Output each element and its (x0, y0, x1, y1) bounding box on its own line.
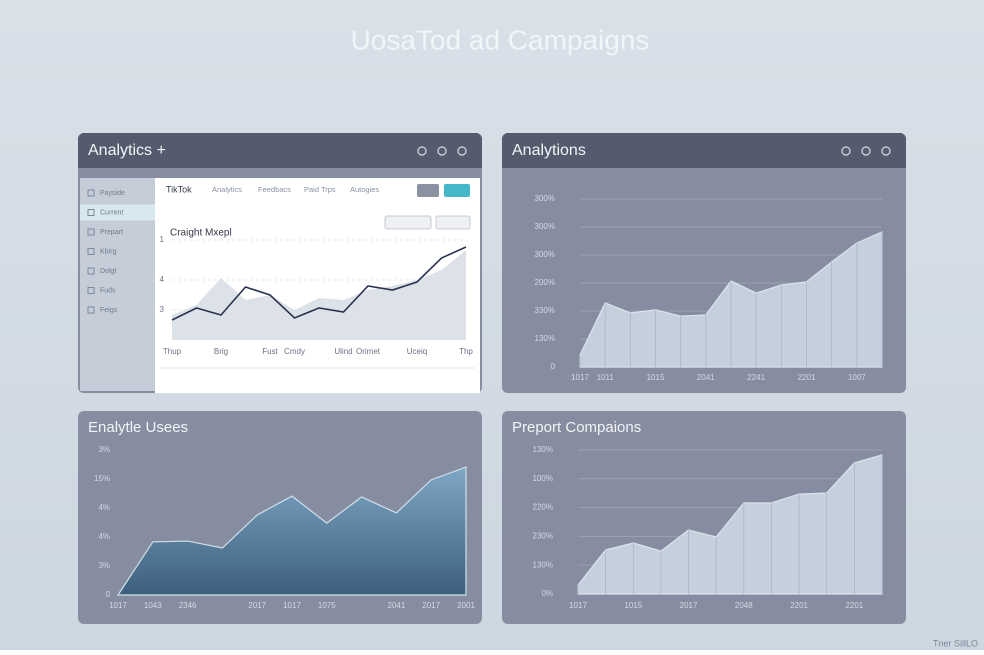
app-tab[interactable]: TikTok (166, 184, 192, 194)
sidebar-icon (87, 306, 95, 314)
app-filter[interactable] (435, 215, 471, 230)
header-icon[interactable] (417, 146, 427, 156)
x-tick-label: 1017 (571, 373, 589, 382)
y-tick-label: 0% (541, 589, 553, 598)
y-tick-label: 130% (533, 560, 553, 569)
x-tick-label: 1015 (624, 601, 642, 610)
area (172, 250, 466, 340)
sidebar-item[interactable]: Dolgt (100, 268, 116, 275)
panel-title: Preport Compaions (512, 419, 641, 436)
y-tick-label: 0 (551, 362, 556, 371)
app-button[interactable] (417, 184, 439, 197)
y-tick-label: 3% (98, 445, 110, 454)
x-tick-label: Ulind (334, 347, 352, 356)
app-tab[interactable]: Autogies (350, 185, 379, 194)
y-tick-label: 3 (160, 305, 165, 314)
header-icon[interactable] (861, 146, 871, 156)
x-tick-label: 2041 (697, 373, 715, 382)
sidebar-item[interactable]: Feigs (100, 307, 118, 314)
x-tick-label: 1043 (144, 601, 162, 610)
sidebar-icon (87, 287, 95, 294)
y-tick-label: 15% (94, 474, 110, 483)
sidebar-item[interactable]: Prepart (100, 229, 123, 236)
area (116, 466, 467, 596)
y-tick-label: 130% (533, 445, 553, 454)
sidebar-item[interactable]: Payside (100, 190, 125, 197)
x-tick-label: 1017 (283, 601, 301, 610)
watermark: Tner SillLO (933, 638, 978, 648)
panel-header (502, 133, 906, 168)
app-tab[interactable]: Paid Trps (304, 185, 336, 194)
y-tick-label: 230% (533, 532, 553, 541)
x-tick-label: 1075 (318, 601, 336, 610)
y-tick-label: 220% (533, 503, 553, 512)
line (171, 246, 467, 321)
panel-title: Analytions (512, 142, 586, 159)
x-tick-label: 2048 (735, 601, 753, 610)
x-tick-label: 2241 (747, 373, 765, 382)
y-tick-label: 330% (535, 306, 555, 315)
header-icon[interactable] (841, 146, 851, 156)
header-icon[interactable] (457, 146, 467, 156)
panel-title: Analytics + (88, 142, 166, 159)
header-icon[interactable] (881, 146, 891, 156)
y-tick-label: 4% (98, 503, 110, 512)
header-icon[interactable] (437, 146, 447, 156)
x-tick-label: 2201 (798, 373, 816, 382)
panel-header (78, 133, 482, 168)
sidebar-item[interactable]: Current (100, 209, 123, 216)
app-button[interactable] (444, 184, 470, 197)
y-tick-label: 100% (533, 474, 553, 483)
x-tick-label: 2001 (457, 601, 475, 610)
y-tick-label: 4% (98, 532, 110, 541)
x-tick-label: Thp (459, 347, 473, 356)
app-tab[interactable]: Feedbacs (258, 185, 291, 194)
x-tick-label: 2041 (388, 601, 406, 610)
x-tick-label: 2017 (248, 601, 266, 610)
x-tick-label: 2017 (422, 601, 440, 610)
y-tick-label: 1 (160, 235, 165, 244)
y-tick-label: 4 (160, 275, 165, 284)
x-tick-label: Fust (262, 347, 278, 356)
sidebar-icon (87, 228, 95, 236)
x-tick-label: 2017 (680, 601, 698, 610)
y-tick-label: 200% (535, 278, 555, 287)
chart-subtitle: Craight Mxepl (170, 228, 232, 239)
app-tab[interactable]: Analytics (212, 185, 242, 194)
x-tick-label: 2201 (845, 601, 863, 610)
sidebar-item[interactable]: Fuds (100, 287, 116, 294)
app-filter[interactable] (384, 215, 432, 230)
y-tick-label: 3% (98, 561, 110, 570)
x-tick-label: 1017 (569, 601, 587, 610)
sidebar-icon (87, 267, 95, 275)
x-tick-label: Uceiq (407, 347, 427, 356)
panel-title: Enalytle Usees (88, 419, 188, 436)
sidebar-icon (87, 209, 95, 216)
x-tick-label: Thup (163, 347, 182, 356)
x-tick-label: 1017 (109, 601, 127, 610)
x-tick-label: Brig (214, 347, 228, 356)
sidebar-item[interactable]: Kbirg (100, 248, 116, 255)
y-tick-label: 300% (535, 222, 555, 231)
sidebar-selected (80, 204, 155, 221)
page-title: UosaTod ad Campaigns (351, 24, 650, 55)
x-tick-label: 2201 (790, 601, 808, 610)
y-tick-label: 130% (535, 334, 555, 343)
x-tick-label: Orimet (356, 347, 381, 356)
x-tick-label: 1015 (647, 373, 665, 382)
sidebar-icon (87, 248, 95, 255)
x-tick-label: 1007 (848, 373, 866, 382)
x-tick-label: 2346 (179, 601, 197, 610)
x-tick-label: 1011 (597, 373, 615, 382)
y-tick-label: 300% (535, 194, 555, 203)
x-tick-label: Cmdy (284, 347, 305, 356)
sidebar-icon (87, 189, 95, 197)
y-tick-label: 300% (535, 250, 555, 259)
y-tick-label: 0 (106, 590, 111, 599)
